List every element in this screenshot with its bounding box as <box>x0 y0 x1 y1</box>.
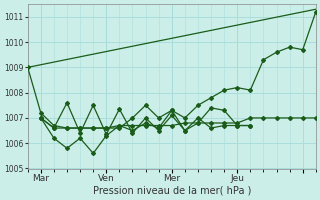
X-axis label: Pression niveau de la mer( hPa ): Pression niveau de la mer( hPa ) <box>92 186 251 196</box>
